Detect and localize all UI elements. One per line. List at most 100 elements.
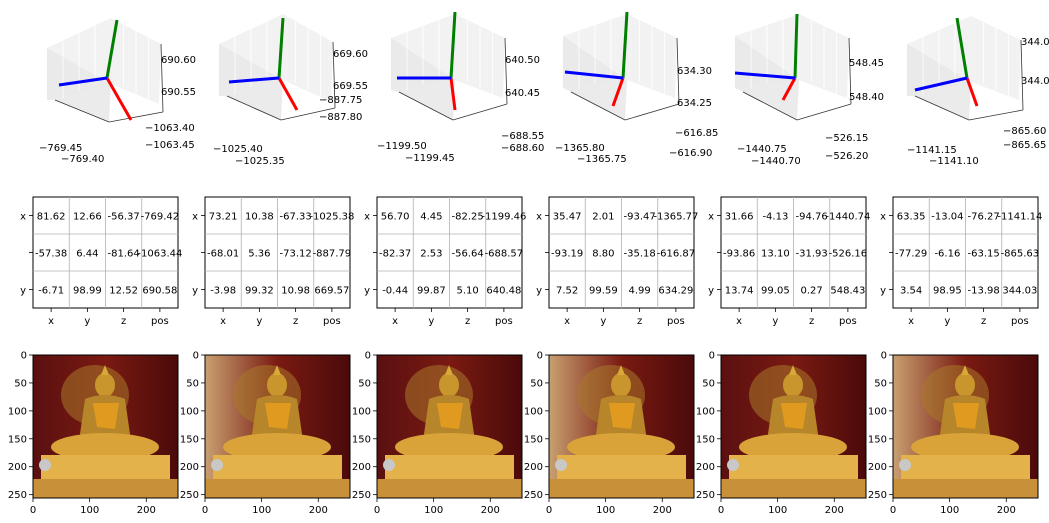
table-cell: -77.29: [895, 249, 927, 260]
table-cell: -1440.74: [825, 212, 870, 223]
table-cell: -67.33: [280, 212, 312, 223]
image-y-tick-label: 150: [8, 434, 27, 445]
buddha-crown: [961, 365, 969, 375]
table-col-header: y: [428, 316, 434, 327]
image-y-tick-label: 200: [180, 462, 199, 473]
x-tick-label: −769.40: [61, 154, 104, 165]
image-y-tick-label: 0: [709, 351, 715, 362]
pose-axes-3d-4: 634.30 634.25 −616.85 −616.90 −1365.80−1365.…: [555, 11, 718, 165]
x-tick-label: −1141.15: [907, 145, 957, 156]
table-col-header: z: [637, 316, 642, 327]
x-direction-red: [105, 77, 133, 121]
table-cell: -82.25: [452, 212, 484, 223]
table-cell: 12.52: [109, 286, 138, 297]
y-tick-label: −526.20: [825, 151, 868, 162]
table-cell: 2.53: [420, 249, 442, 260]
rotation-table-2: 73.21 10.38 -67.33-1025.38 -68.01 5.36 -73.12…: [192, 196, 354, 327]
x-axis-line: [742, 91, 798, 121]
table-col-header: z: [809, 316, 814, 327]
table-row-label: x: [192, 212, 198, 223]
image-y-tick-label: 200: [8, 462, 27, 473]
image-y-tick-label: 50: [530, 378, 543, 389]
z-axis-line: [504, 37, 508, 105]
table-cell: 640.48: [486, 286, 521, 297]
throne-base: [729, 455, 858, 479]
table-cell: -1365.77: [653, 212, 698, 223]
table-col-header: y: [84, 316, 90, 327]
table-cell: 4.45: [420, 212, 442, 223]
z-tick-label: 640.45: [505, 88, 540, 99]
buddha-crown: [273, 365, 281, 375]
x-direction-red: [277, 77, 299, 111]
z-axis-line: [676, 37, 680, 105]
table-cell: -93.19: [551, 249, 583, 260]
table-row-label: y: [20, 286, 26, 297]
microphone-head: [211, 459, 223, 471]
x-tick-label: −769.45: [39, 143, 82, 154]
image-x-tick-label: 0: [546, 505, 552, 516]
image-y-tick-label: 0: [193, 351, 199, 362]
table-cell: -13.04: [931, 212, 963, 223]
image-y-tick-label: 0: [21, 351, 27, 362]
buddha-image-panel-5: 0 100 200 0 50 100 150 200 250: [696, 351, 867, 516]
y-tick-label: −688.55: [501, 131, 544, 142]
microphone-head: [899, 459, 911, 471]
table-cell: 634.29: [658, 286, 693, 297]
rotation-table-6: 63.35 -13.04 -76.27-1141.14 -77.29 -6.16 -63.…: [880, 196, 1042, 327]
x-axis-line: [914, 95, 970, 121]
x-axis-line: [54, 99, 110, 123]
robe-sash: [93, 403, 119, 429]
x-tick-label: −1025.35: [235, 156, 285, 167]
table-cell: -4.13: [762, 212, 788, 223]
table-cell: -76.27: [968, 212, 1000, 223]
table-col-header: z: [293, 316, 298, 327]
table-cell: 5.36: [248, 249, 270, 260]
table-cell: 10.38: [245, 212, 274, 223]
image-y-tick-label: 250: [352, 490, 371, 501]
table-cell: 13.10: [761, 249, 790, 260]
y-tick-label: −616.90: [669, 148, 712, 159]
table-cell: 99.59: [589, 286, 618, 297]
table-cell: -769.42: [141, 212, 180, 223]
image-y-tick-label: 250: [868, 490, 887, 501]
image-y-tick-label: 150: [868, 434, 887, 445]
table-cell: 2.01: [592, 212, 614, 223]
buddha-head: [955, 373, 975, 397]
table-cell: -35.18: [624, 249, 656, 260]
buddha-lap: [911, 433, 1019, 461]
y-direction-green: [793, 13, 799, 79]
image-x-tick-label: 100: [940, 505, 959, 516]
z-axis-line: [1020, 39, 1024, 111]
buddha-lap: [395, 433, 503, 461]
x-axis-line: [570, 91, 626, 121]
table-col-header: y: [256, 316, 262, 327]
image-y-tick-label: 150: [180, 434, 199, 445]
table-cell: 10.98: [281, 286, 310, 297]
image-y-tick-label: 200: [868, 462, 887, 473]
throne-base: [901, 455, 1030, 479]
image-frame: [376, 354, 523, 499]
image-x-tick-label: 200: [137, 505, 156, 516]
table-cell: -63.15: [968, 249, 1000, 260]
image-frame: [32, 354, 179, 499]
buddha-lap: [567, 433, 675, 461]
y-tick-label: −688.60: [501, 143, 544, 154]
x-tick-label: −1199.45: [405, 153, 455, 164]
table-row-label: x: [708, 212, 714, 223]
pose-axes-3d-6: 344.05 344.00 −865.60 −865.65 −1141.15−1141.…: [907, 16, 1049, 167]
buddha-image-panel-2: 0 100 200 0 50 100 150 200 250: [180, 351, 351, 516]
table-cell: 5.10: [456, 286, 478, 297]
altar-floor: [377, 479, 522, 498]
image-x-tick-label: 100: [596, 505, 615, 516]
image-y-tick-label: 250: [180, 490, 199, 501]
x-direction-red: [781, 77, 797, 101]
robe-sash: [781, 403, 807, 429]
buddha-crown: [617, 365, 625, 375]
y-tick-label: −887.75: [319, 95, 362, 106]
z-tick-label: 634.25: [677, 98, 712, 109]
table-cell: -82.37: [379, 249, 411, 260]
z-tick-label: 669.60: [333, 49, 368, 60]
table-col-header: pos: [839, 316, 857, 327]
y-axis-line: [280, 107, 336, 121]
image-y-tick-label: 50: [14, 378, 27, 389]
